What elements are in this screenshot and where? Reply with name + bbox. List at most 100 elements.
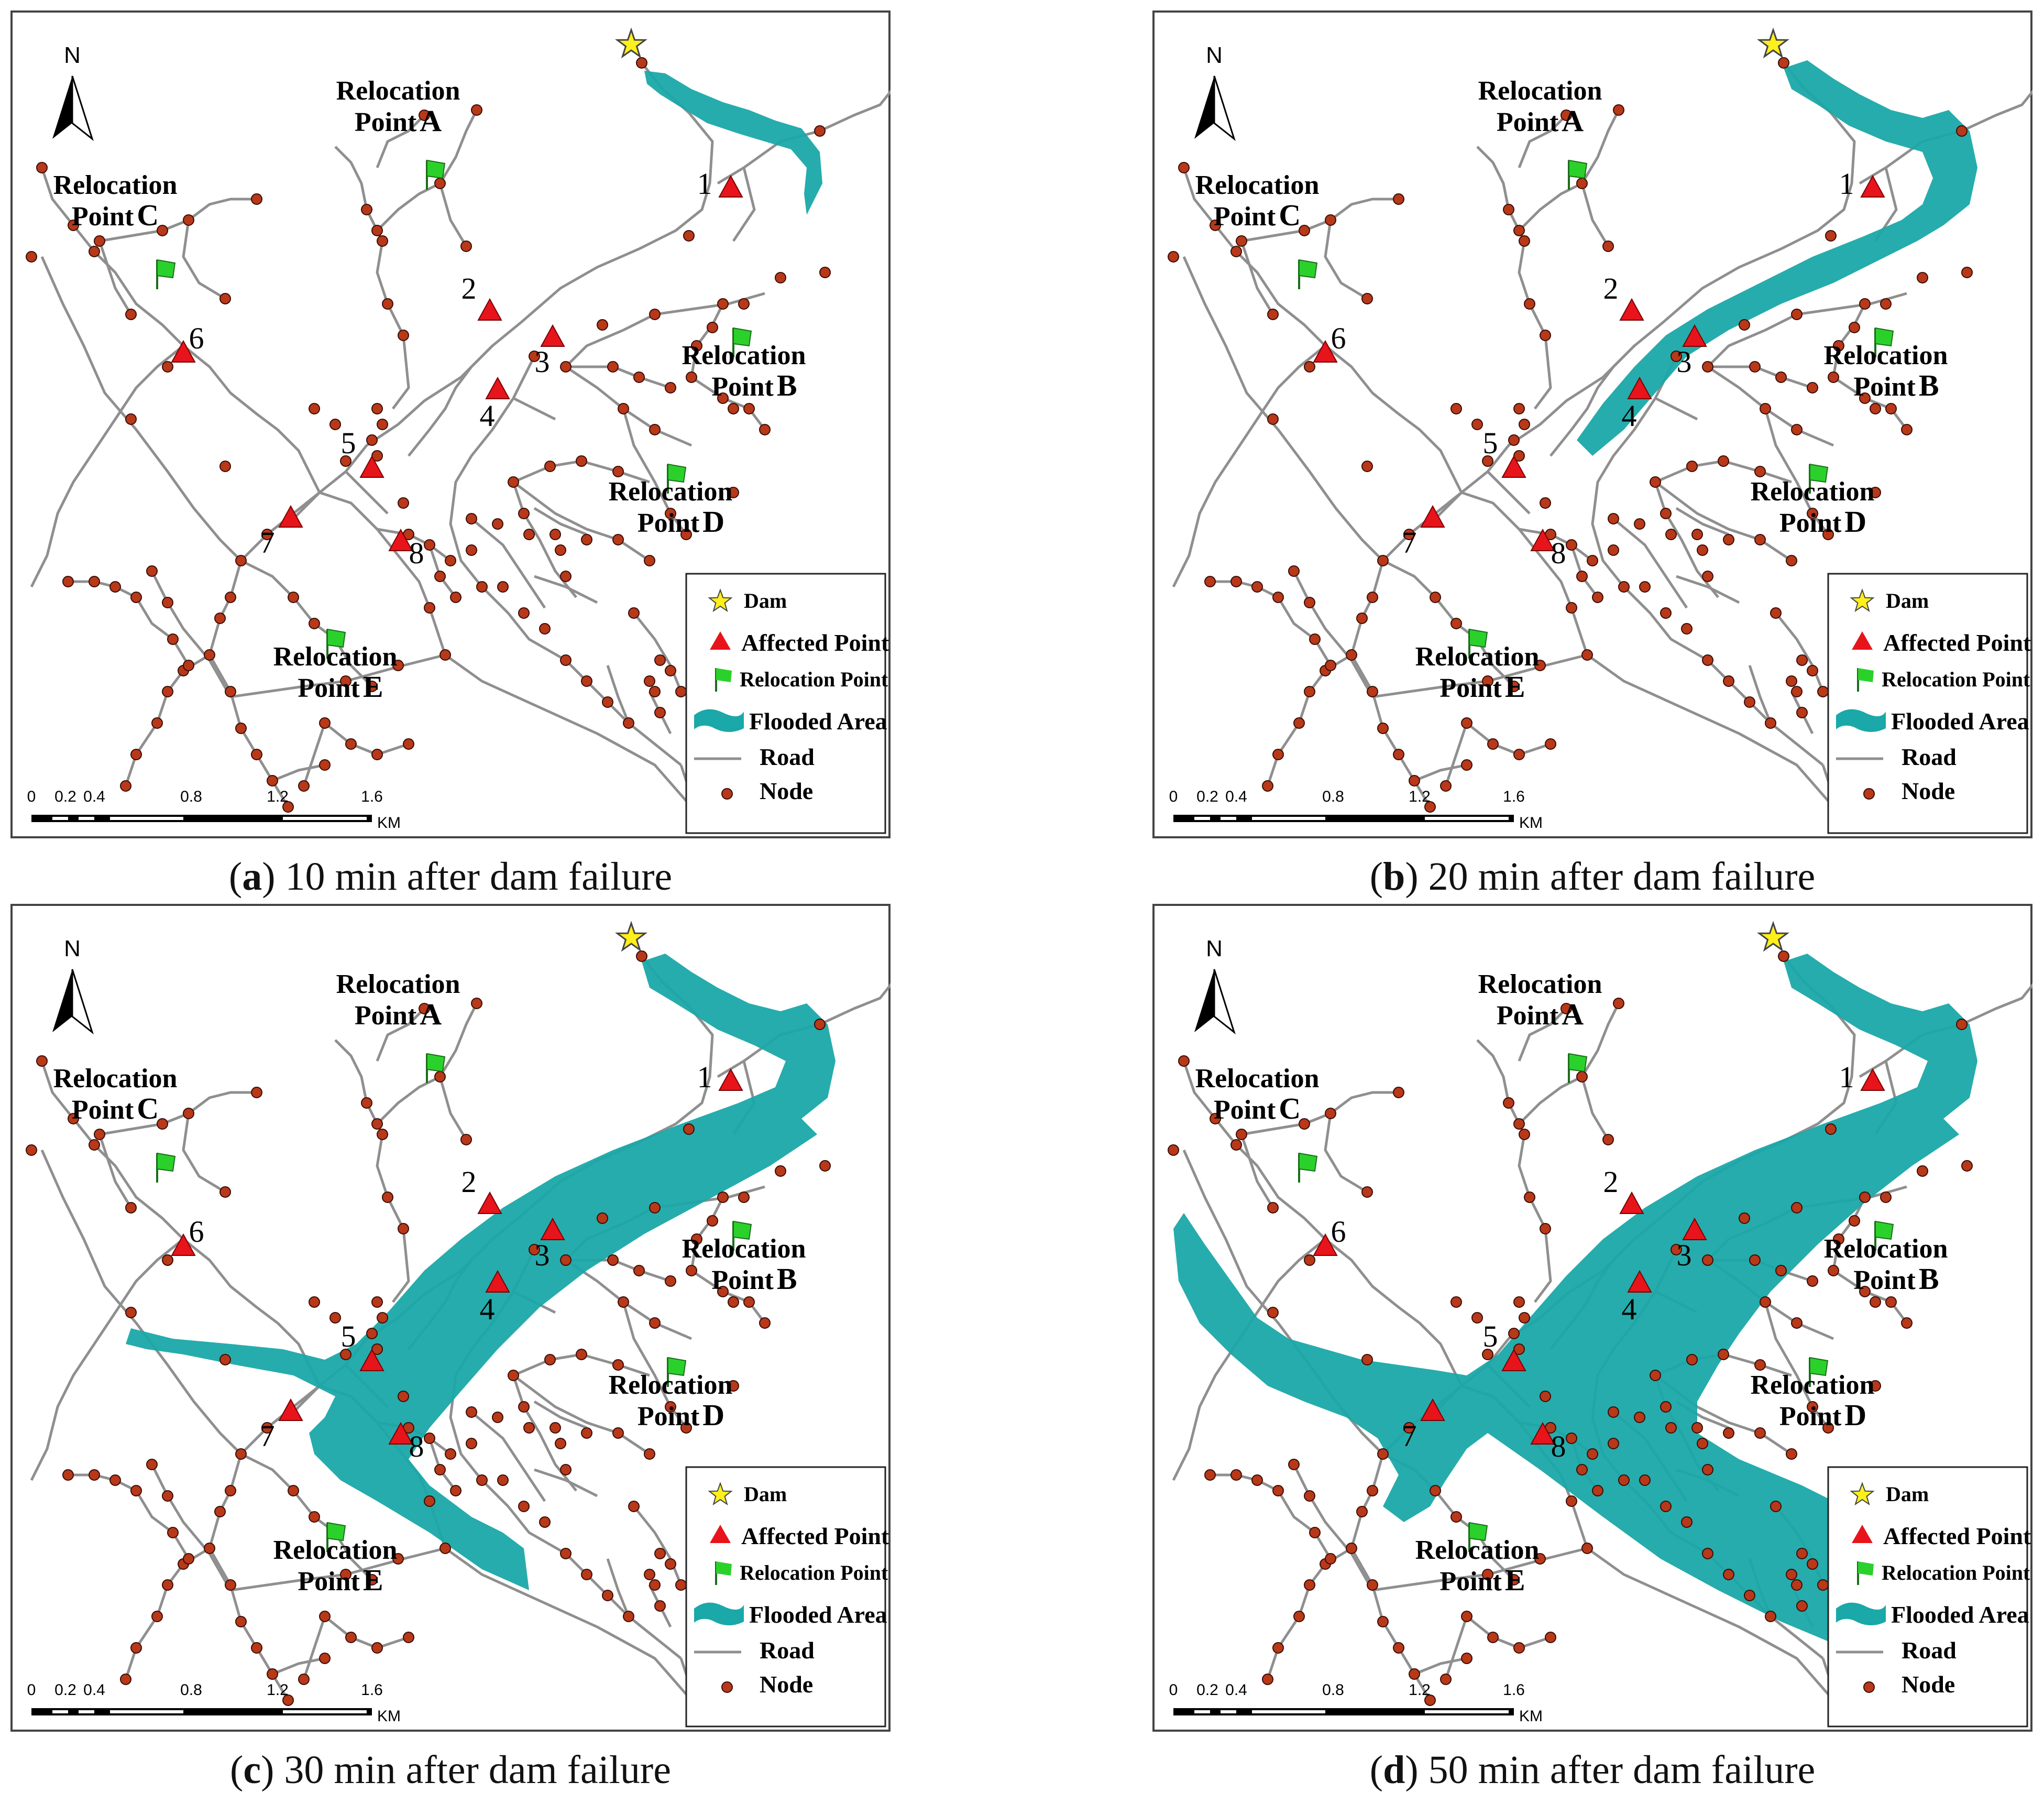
node	[1613, 104, 1624, 116]
road	[1586, 653, 1834, 808]
affected-point-7: 7	[1402, 505, 1445, 560]
road	[1240, 1134, 1274, 1209]
legend-box	[685, 573, 886, 834]
relocation-label-line2: Point A	[355, 997, 442, 1031]
node	[309, 618, 320, 629]
node-set	[26, 950, 854, 1727]
node	[1304, 597, 1315, 608]
scale-tick: 1.6	[361, 788, 383, 805]
node	[628, 1501, 640, 1512]
road	[622, 1302, 687, 1429]
legend-affected-label: Affected Point	[741, 1523, 889, 1549]
node	[219, 1186, 231, 1198]
affected-triangle-icon	[1501, 455, 1526, 478]
node	[1545, 738, 1556, 750]
road	[1414, 1657, 1467, 1676]
affected-point-number: 7	[260, 526, 275, 560]
node	[686, 371, 697, 383]
road	[208, 560, 243, 655]
affected-triangle-icon	[171, 340, 196, 363]
relocation-letter: E	[1505, 1563, 1525, 1597]
node	[1230, 576, 1242, 587]
node	[382, 298, 393, 310]
road	[99, 218, 189, 243]
affected-point-8: 8	[388, 1422, 424, 1463]
node	[633, 1265, 645, 1276]
affected-point-number: 4	[1622, 399, 1637, 433]
node	[214, 613, 226, 624]
node	[1754, 1359, 1766, 1371]
node	[1461, 1653, 1472, 1664]
affected-point-5: 5	[341, 426, 384, 478]
panel-letter: b	[1383, 855, 1405, 899]
node	[612, 1427, 624, 1439]
affected-point-number: 1	[1839, 1060, 1854, 1094]
road	[230, 1547, 446, 1592]
node	[680, 1422, 692, 1434]
node	[728, 1296, 739, 1308]
affected-point-8: 8	[1530, 1422, 1566, 1463]
node	[728, 1380, 739, 1392]
legend-node-label: Node	[1902, 778, 1955, 804]
road	[1775, 612, 1825, 692]
node	[1210, 220, 1221, 231]
panel-caption-text: 10 min after dam failure	[285, 855, 673, 899]
dam-star-icon	[614, 921, 648, 952]
road	[470, 1411, 546, 1502]
node	[1524, 298, 1535, 310]
relocation-letter: A	[420, 997, 442, 1031]
affected-point-number: 5	[341, 426, 356, 460]
node	[1760, 1296, 1771, 1308]
relocation-label-line2: Point E	[298, 670, 383, 704]
relocation-label-line1: Relocation	[1195, 1064, 1320, 1094]
scale-tick: 0.8	[180, 1681, 202, 1699]
node	[167, 1527, 179, 1538]
road	[345, 471, 389, 515]
node	[560, 361, 572, 373]
relocation-flag-icon	[1809, 1357, 1829, 1376]
node	[125, 1202, 137, 1213]
node	[267, 775, 278, 786]
node	[607, 361, 619, 373]
node	[1450, 1511, 1462, 1523]
node	[1513, 403, 1525, 414]
legend-flooded-label: Flooded Area	[1891, 1601, 2029, 1628]
road	[1586, 1547, 1834, 1701]
node	[235, 723, 247, 734]
relocation-letter: C	[1279, 198, 1301, 232]
node	[1796, 1548, 1808, 1559]
node	[1178, 162, 1190, 173]
road	[1591, 355, 1709, 662]
relocation-label-line2: Point B	[1853, 368, 1939, 402]
node	[1796, 707, 1808, 718]
node	[1230, 1139, 1242, 1151]
node	[371, 1642, 383, 1654]
node	[623, 717, 634, 729]
node	[633, 371, 645, 383]
node	[371, 225, 383, 236]
node	[492, 518, 503, 530]
node	[683, 1123, 695, 1135]
node	[1723, 1569, 1734, 1580]
affected-point-4: 4	[1622, 1270, 1652, 1326]
legend: Dam Affected Point Relocation Point Flooded…	[1827, 573, 2031, 834]
node	[1267, 309, 1279, 320]
scale-bar-base	[31, 815, 372, 822]
node	[130, 749, 142, 760]
affected-point-number: 8	[409, 1429, 424, 1463]
relocation-label-line1: Relocation	[273, 642, 398, 672]
node	[225, 686, 236, 697]
road	[1324, 1238, 1463, 1387]
node	[1430, 1485, 1441, 1496]
relocation-label-line2: Point A	[1497, 997, 1584, 1031]
relocation-label-line2: Point E	[1439, 1563, 1525, 1597]
node	[1482, 1349, 1493, 1360]
legend-affected-icon	[1852, 1525, 1873, 1543]
node	[1592, 1485, 1603, 1496]
node	[219, 1354, 231, 1365]
